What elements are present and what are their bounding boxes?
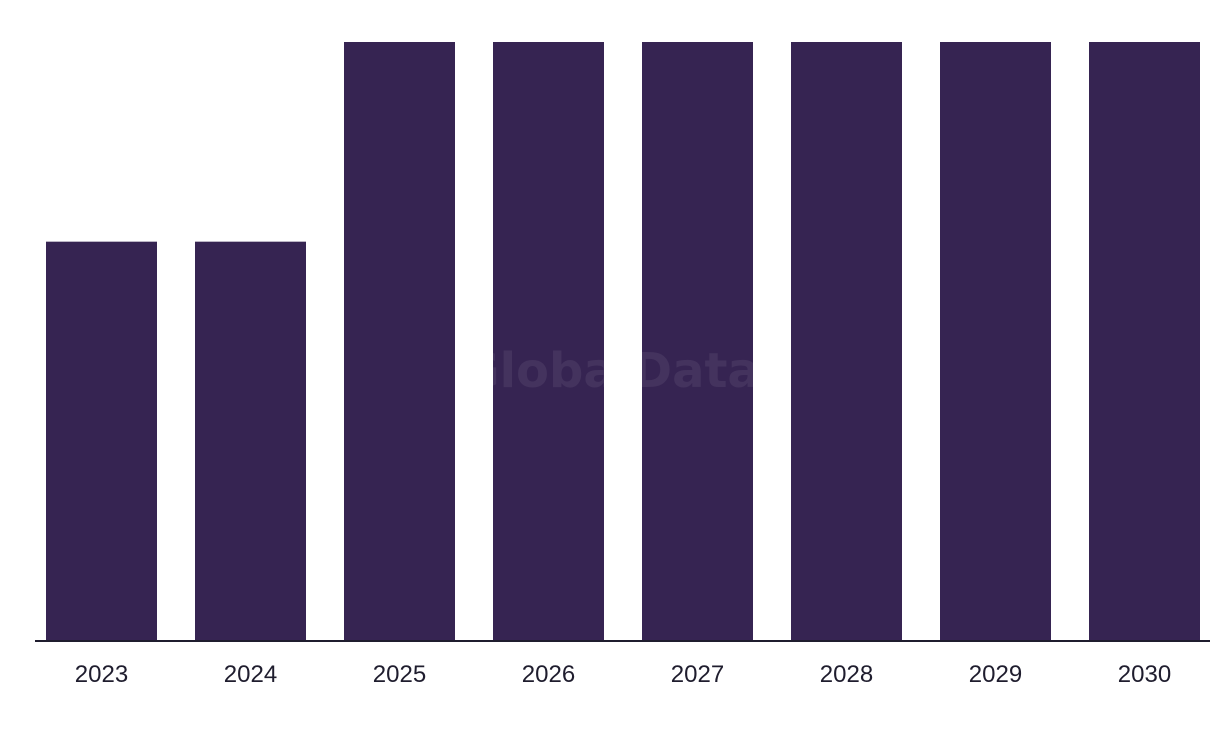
bar-2023 xyxy=(46,241,157,641)
bar-2027 xyxy=(642,42,753,641)
bar-2030 xyxy=(1089,42,1200,641)
watermark: GlobalData xyxy=(460,343,760,399)
bars-group xyxy=(46,42,1200,641)
bar-2029 xyxy=(940,42,1051,641)
x-tick-label-2028: 2028 xyxy=(820,661,873,688)
x-tick-label-2030: 2030 xyxy=(1118,661,1171,688)
bar-2028 xyxy=(791,42,902,641)
x-tick-labels: 2023 2024 2025 2026 2027 2028 2029 2030 xyxy=(75,661,1171,688)
x-tick-label-2025: 2025 xyxy=(373,661,426,688)
bar-2026 xyxy=(493,42,604,641)
bar-2025 xyxy=(344,42,455,641)
x-tick-label-2024: 2024 xyxy=(224,661,277,688)
x-tick-label-2026: 2026 xyxy=(522,661,575,688)
x-tick-label-2027: 2027 xyxy=(671,661,724,688)
x-tick-label-2029: 2029 xyxy=(969,661,1022,688)
x-tick-label-2023: 2023 xyxy=(75,661,128,688)
bar-2024 xyxy=(195,241,306,641)
